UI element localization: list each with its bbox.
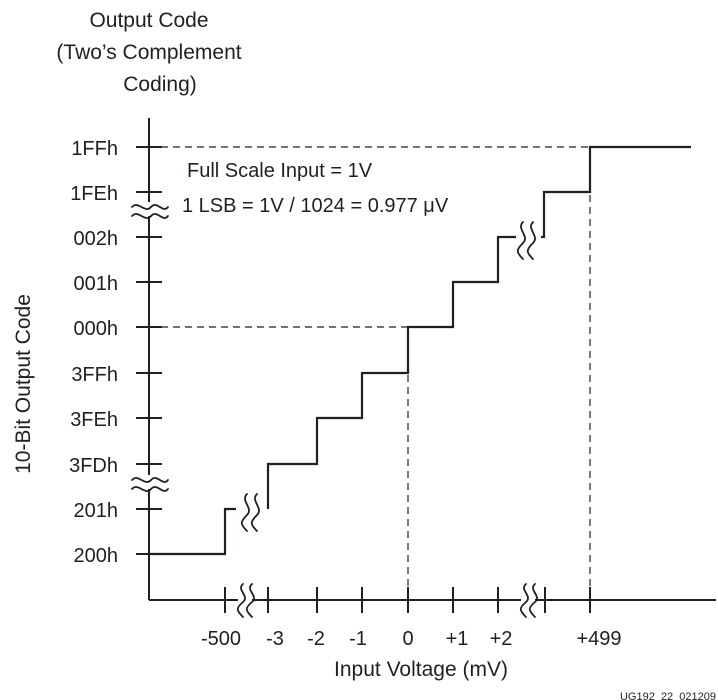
curve-left-break bbox=[240, 493, 260, 532]
x-label-plus-499: +499 bbox=[576, 628, 621, 650]
y-label-201h: 201h bbox=[74, 500, 119, 522]
lsb-annotation: 1 LSB = 1V / 1024 = 0.977 μV bbox=[182, 195, 449, 217]
x-label-minus-3: -3 bbox=[266, 628, 284, 650]
y-title-line-1: Output Code bbox=[89, 9, 208, 32]
y-label-002h: 002h bbox=[74, 228, 119, 250]
y-label-000h: 000h bbox=[74, 318, 119, 340]
y-label-1feh: 1FEh bbox=[70, 183, 118, 205]
y-axis-label: 10-Bit Output Code bbox=[12, 294, 35, 474]
x-label-plus-2: +2 bbox=[490, 628, 513, 650]
y-title-line-3: Coding) bbox=[123, 73, 197, 96]
y-label-001h: 001h bbox=[74, 273, 119, 295]
x-axis-left-break bbox=[236, 583, 255, 618]
y-axis-lower-break bbox=[131, 475, 169, 492]
full-scale-annotation: Full Scale Input = 1V bbox=[187, 160, 373, 182]
y-label-3ffh: 3FFh bbox=[71, 364, 118, 386]
y-label-3fdh: 3FDh bbox=[69, 455, 118, 477]
y-label-3feh: 3FEh bbox=[70, 409, 118, 431]
transfer-staircase bbox=[149, 145, 691, 556]
y-title-line-2: (Two’s Complement bbox=[56, 41, 241, 64]
x-axis-ticks bbox=[224, 587, 591, 613]
x-label-zero: 0 bbox=[402, 628, 413, 650]
figure-id: UG192_22_021209 bbox=[620, 691, 716, 700]
x-axis-label: Input Voltage (mV) bbox=[334, 658, 508, 681]
x-label-minus-500: -500 bbox=[201, 628, 241, 650]
y-label-1ffh: 1FFh bbox=[71, 138, 118, 160]
y-label-200h: 200h bbox=[74, 545, 119, 567]
curve-right-break bbox=[516, 221, 536, 260]
x-axis-right-break bbox=[519, 583, 538, 618]
x-label-minus-2: -2 bbox=[307, 628, 325, 650]
y-axis-upper-break bbox=[131, 202, 169, 219]
x-label-plus-1: +1 bbox=[446, 628, 469, 650]
y-axis-ticks bbox=[136, 146, 162, 555]
x-label-minus-1: -1 bbox=[349, 628, 367, 650]
